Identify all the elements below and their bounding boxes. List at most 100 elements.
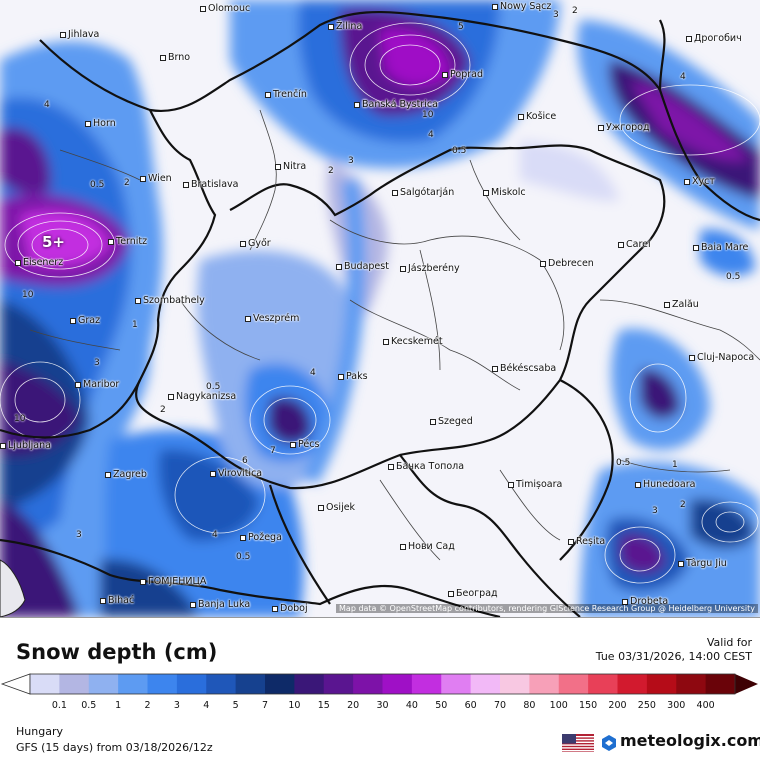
contour-label: 5 <box>458 22 464 32</box>
map-title: Snow depth (cm) <box>16 640 218 664</box>
city-label: Debrecen <box>540 259 594 269</box>
city-label: Ternitz <box>108 237 147 247</box>
contour-label: 0.5 <box>726 272 741 282</box>
legend-tick-label: 1 <box>115 700 122 711</box>
legend-color-swatch <box>500 674 530 694</box>
map-attribution[interactable]: Map data © OpenStreetMap contributors, r… <box>336 604 758 613</box>
legend-color-swatch <box>147 674 178 694</box>
legend-tick-label: 40 <box>405 700 418 711</box>
city-label: Požega <box>240 533 282 543</box>
city-label: Timișoara <box>508 480 562 490</box>
legend-color-swatch <box>470 674 501 694</box>
contour-label: 2 <box>160 405 166 415</box>
city-label: Győr <box>240 239 271 249</box>
city-label: Carei <box>618 240 651 250</box>
city-label: Osijek <box>318 503 355 513</box>
contour-label: 0.5 <box>452 146 467 156</box>
legend-color-swatch <box>676 674 707 694</box>
contour-label: 4 <box>310 368 316 378</box>
contour-label: 6 <box>242 456 248 466</box>
contour-label: 0.5 <box>236 552 251 562</box>
city-label: Дрогобич <box>686 34 742 44</box>
legend-tick-label: 250 <box>637 700 656 711</box>
legend-color-swatch <box>118 674 148 694</box>
city-label: Paks <box>338 372 368 382</box>
legend-color-swatch <box>30 674 60 694</box>
legend-color-swatch <box>558 674 589 694</box>
city-label: Nowy Sącz <box>492 2 551 12</box>
legend-tick-label: 3 <box>173 700 180 711</box>
contour-label: 10 <box>422 110 434 120</box>
legend-tick-label: 150 <box>579 700 598 711</box>
legend-color-swatch <box>59 674 90 694</box>
city-label: Miskolc <box>483 188 526 198</box>
contour-label: 0.5 <box>616 458 631 468</box>
city-label: Poprad <box>442 70 483 80</box>
legend-color-swatch <box>294 674 325 694</box>
legend-color-swatch <box>88 674 119 694</box>
legend-frame <box>29 673 736 695</box>
city-label: Salgótarján <box>392 188 454 198</box>
contour-label: 3 <box>652 506 658 516</box>
city-label: Olomouc <box>200 4 250 14</box>
city-label: Jihlava <box>60 30 99 40</box>
city-label: Nagykanizsa <box>168 392 236 402</box>
city-label: Trenčín <box>265 90 307 100</box>
city-label: Brno <box>160 53 190 63</box>
city-label: Kecskemét <box>383 337 443 347</box>
legend-color-swatch <box>705 674 736 694</box>
city-label: Graz <box>70 316 100 326</box>
contour-label: 4 <box>44 100 50 110</box>
color-scale-legend <box>0 673 758 695</box>
valid-time: Tue 03/31/2026, 14:00 CEST <box>595 650 752 663</box>
city-label: Београд <box>448 589 498 599</box>
city-label: Jászberény <box>400 264 460 274</box>
city-label: Hunedoara <box>635 480 695 490</box>
city-label: Szombathely <box>135 296 205 306</box>
city-label: Bihać <box>100 596 134 606</box>
city-label: Reșita <box>568 537 605 547</box>
legend-color-swatch <box>176 674 207 694</box>
city-label: Szeged <box>430 417 473 427</box>
city-label: Бачка Топола <box>388 462 464 472</box>
legend-tick-label: 80 <box>523 700 536 711</box>
model-run: GFS (15 days) from 03/18/2026/12z <box>16 741 213 754</box>
city-label: Doboj <box>272 604 308 614</box>
legend-color-swatch <box>588 674 618 694</box>
legend-tick-label: 15 <box>317 700 330 711</box>
contour-label: 10 <box>14 414 26 424</box>
contour-label: 2 <box>328 166 334 176</box>
city-label: Cluj-Napoca <box>689 353 754 363</box>
city-label: Košice <box>518 112 556 122</box>
contour-label: 3 <box>94 358 100 368</box>
legend-color-swatch <box>529 674 560 694</box>
city-label: Eisenerz <box>15 258 63 268</box>
contour-label: 1 <box>672 460 678 470</box>
city-label: Нови Сад <box>400 542 455 552</box>
contour-label: 2 <box>124 178 130 188</box>
brand-name[interactable]: meteologix.com <box>620 731 760 750</box>
contour-label: 1 <box>132 320 138 330</box>
contour-label: 0.5 <box>90 180 105 190</box>
contour-label: 3 <box>553 10 559 20</box>
legend-color-swatch <box>323 674 354 694</box>
city-label: Bratislava <box>183 180 238 190</box>
city-label: Wien <box>140 174 172 184</box>
contour-label: 4 <box>212 530 218 540</box>
snow-depth-map[interactable]: Olomouc Nowy Sącz Jihlava Žilina Дрогобич Brn… <box>0 0 760 617</box>
us-flag-icon[interactable] <box>562 734 594 752</box>
legend-tick-label: 0.5 <box>81 700 97 711</box>
legend-tick-label: 200 <box>608 700 627 711</box>
city-label: Baia Mare <box>693 243 748 253</box>
legend-tick-label: 7 <box>261 700 269 711</box>
city-label: Veszprém <box>245 314 299 324</box>
legend-tick-label: 2 <box>144 700 151 711</box>
contour-label: 10 <box>22 290 34 300</box>
contour-label: 2 <box>572 6 578 16</box>
map-layers <box>0 0 760 617</box>
contour-label: 7 <box>270 446 276 456</box>
legend-footer: Snow depth (cm) Valid for Tue 03/31/2026… <box>0 617 760 761</box>
city-label: Zagreb <box>105 470 147 480</box>
city-label: Zalău <box>664 300 699 310</box>
contour-label: 3 <box>76 530 82 540</box>
